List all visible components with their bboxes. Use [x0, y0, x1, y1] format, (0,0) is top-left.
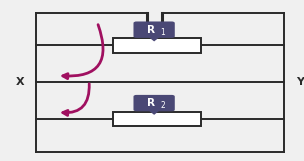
Text: X: X	[16, 77, 24, 87]
Bar	[113, 38, 201, 53]
FancyBboxPatch shape	[133, 21, 175, 38]
Text: R: R	[147, 25, 155, 35]
Polygon shape	[148, 110, 161, 115]
FancyBboxPatch shape	[133, 95, 175, 111]
Polygon shape	[148, 36, 161, 41]
Text: 1: 1	[160, 28, 165, 37]
Text: Y: Y	[296, 77, 304, 87]
Text: 2: 2	[160, 101, 165, 110]
Bar	[113, 112, 201, 126]
Text: R: R	[147, 98, 155, 108]
